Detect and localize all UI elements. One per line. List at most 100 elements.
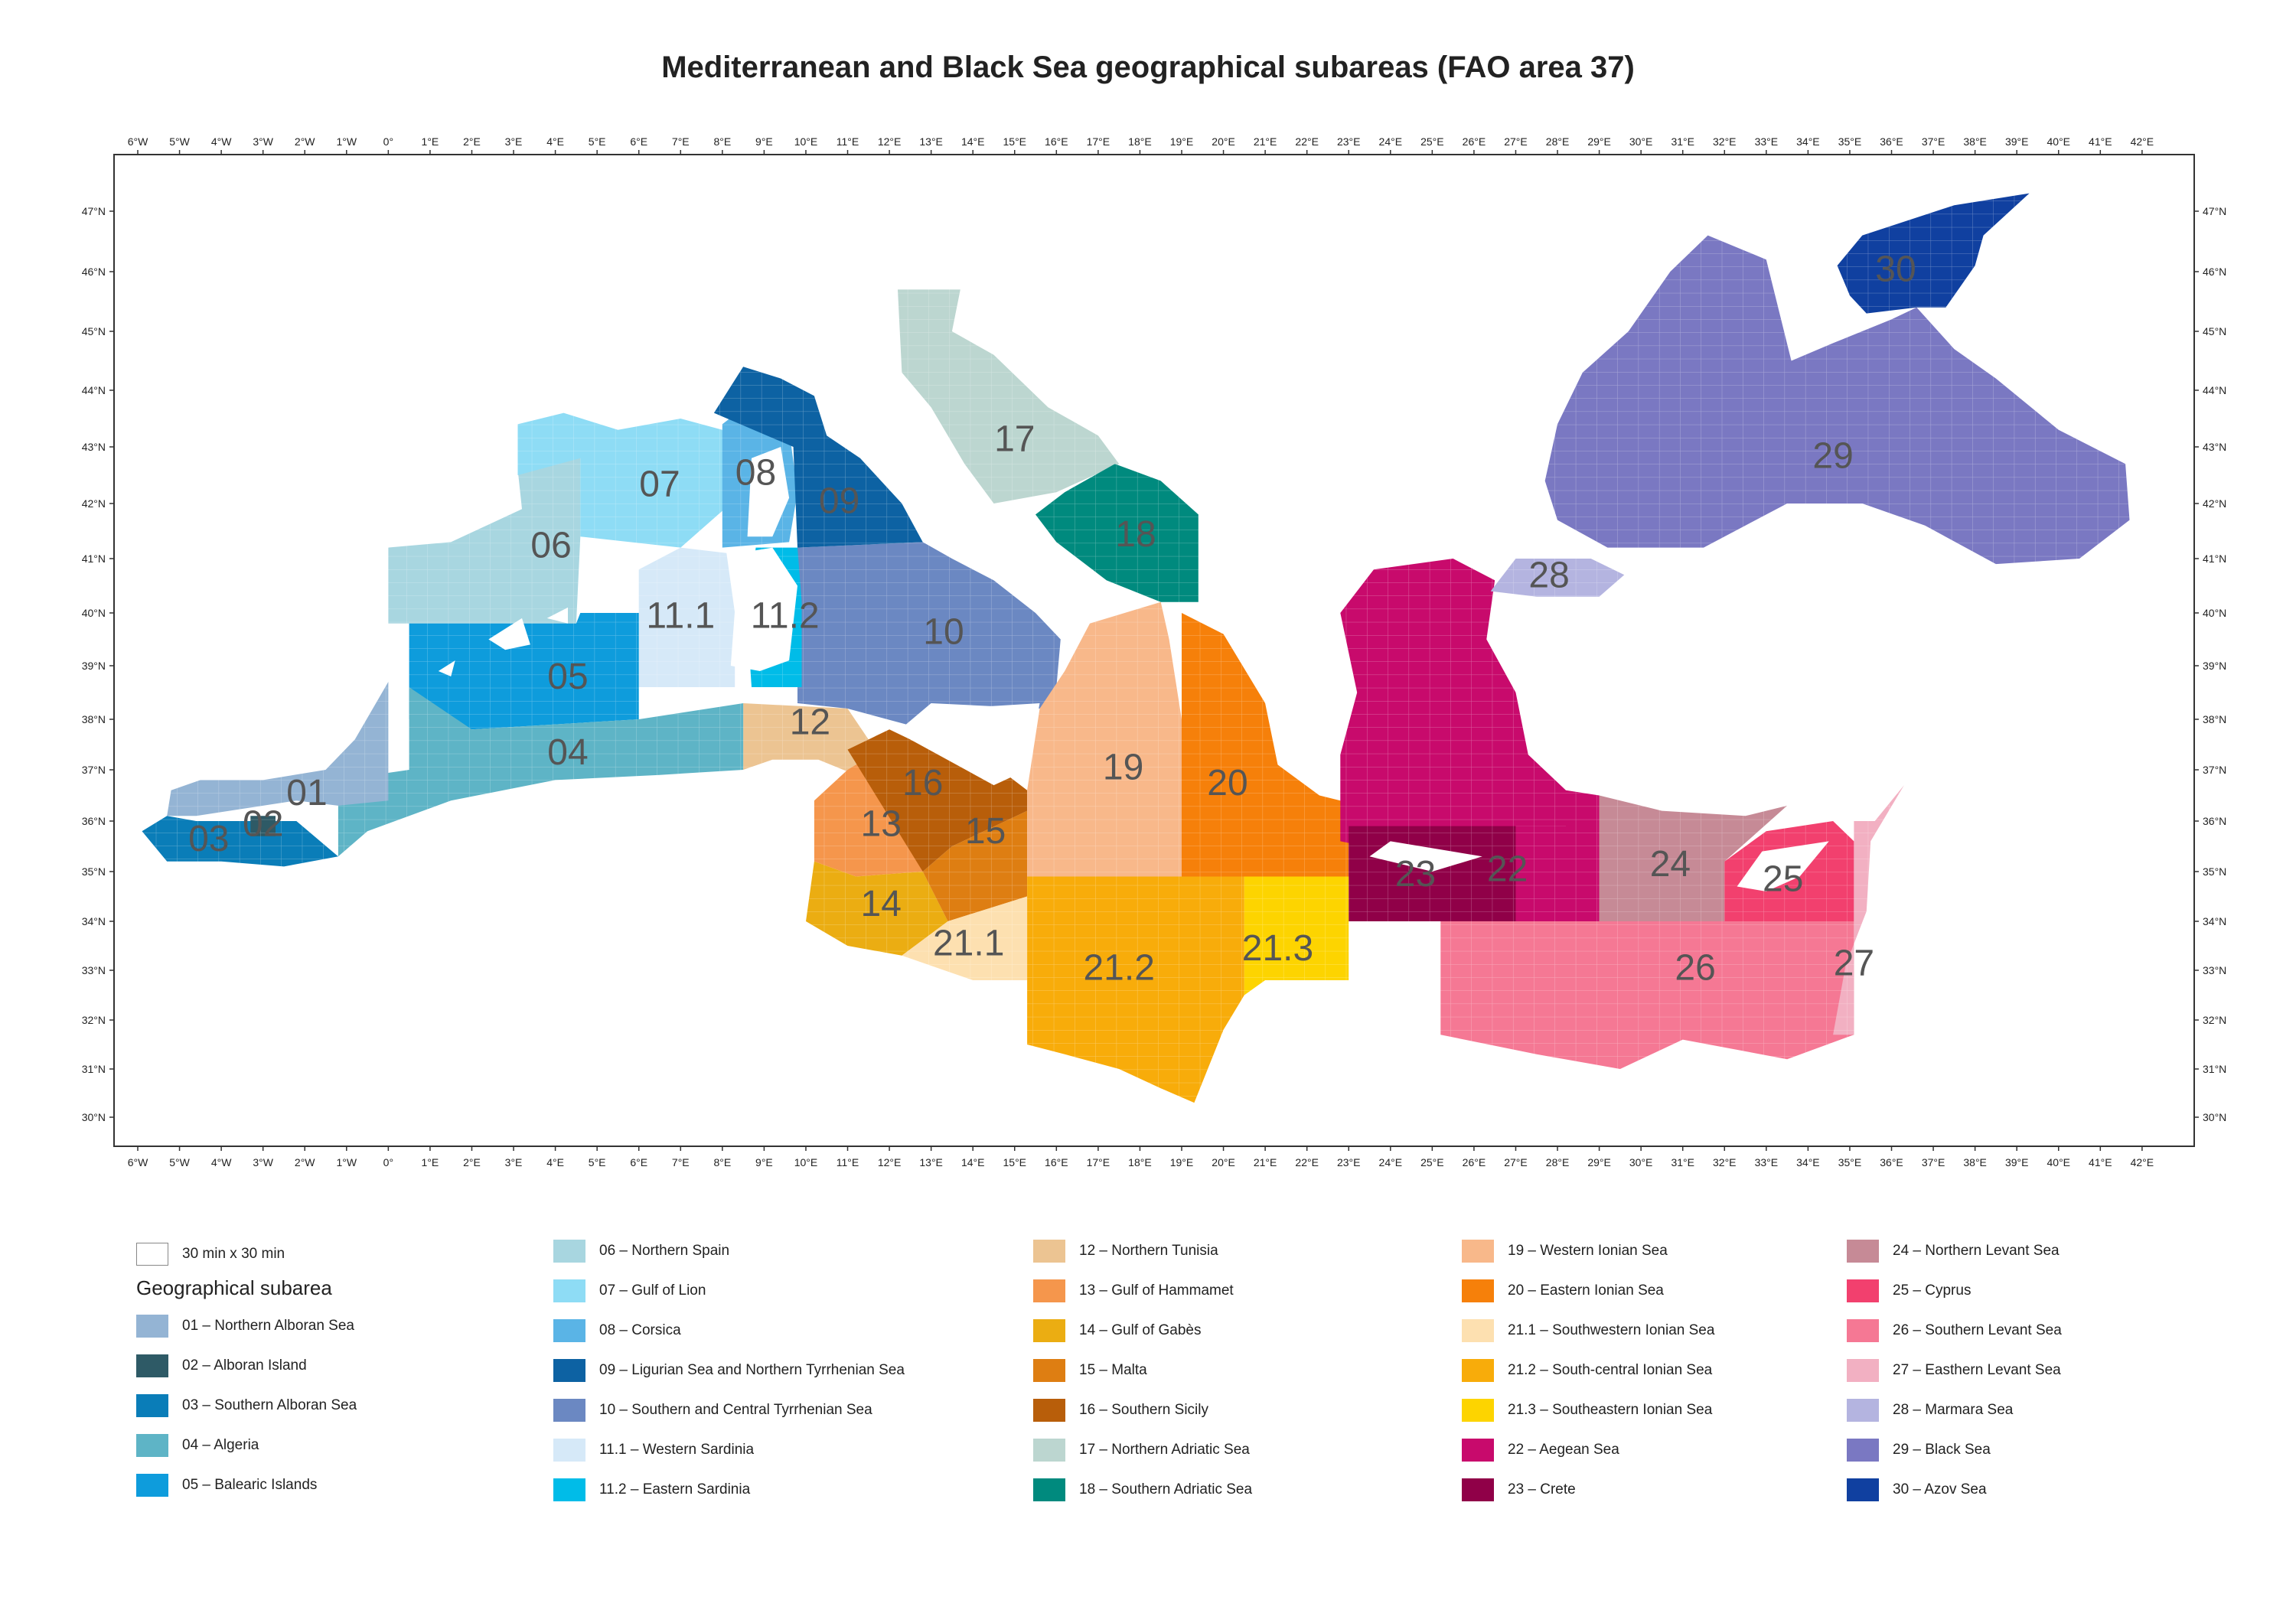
lat-tick-label-left: 37°N <box>82 764 106 776</box>
legend-label: 18 – Southern Adriatic Sea <box>1079 1481 1253 1498</box>
lon-tick-label-bottom: 21°E <box>1254 1156 1277 1168</box>
legend-swatch <box>1462 1319 1494 1342</box>
legend-swatch <box>1033 1399 1065 1422</box>
legend-label: 14 – Gulf of Gabès <box>1079 1322 1202 1338</box>
subarea-label-15: 15 <box>965 811 1006 852</box>
legend-swatch <box>1033 1240 1065 1263</box>
lon-tick-label-top: 1°E <box>422 135 439 148</box>
lat-tick-label-left: 45°N <box>82 325 106 337</box>
lon-tick-label-bottom: 7°E <box>672 1156 690 1168</box>
legend-label: 21.2 – South-central Ionian Sea <box>1508 1362 1713 1378</box>
lon-tick-label-top: 11°E <box>837 135 859 148</box>
legend-item-04: 04 – Algeria <box>136 1434 259 1457</box>
legend-swatch <box>1462 1240 1494 1263</box>
subarea-label-27: 27 <box>1834 943 1874 983</box>
lon-tick-label-top: 3°W <box>253 135 273 148</box>
lon-tick-label-top: 14°E <box>961 135 985 148</box>
map-title: Mediterranean and Black Sea geographical… <box>661 51 1635 84</box>
legend-swatch <box>553 1319 585 1342</box>
lon-tick-label-top: 31°E <box>1671 135 1694 148</box>
lon-tick-label-bottom: 2°E <box>463 1156 481 1168</box>
legend-label: 19 – Western Ionian Sea <box>1508 1243 1668 1259</box>
legend-item-11-1: 11.1 – Western Sardinia <box>553 1439 754 1462</box>
lon-tick-label-bottom: 13°E <box>919 1156 943 1168</box>
lat-tick-label-left: 31°N <box>82 1063 106 1075</box>
lat-tick-label-right: 43°N <box>2203 441 2226 453</box>
legend-item-06: 06 – Northern Spain <box>553 1240 729 1263</box>
subarea-label-21-1: 21.1 <box>933 924 1004 964</box>
legend-swatch <box>1847 1399 1879 1422</box>
legend-label: 16 – Southern Sicily <box>1079 1402 1208 1418</box>
lon-tick-label-top: 8°E <box>713 135 731 148</box>
legend-swatch <box>1847 1439 1879 1462</box>
legend-label: 10 – Southern and Central Tyrrhenian Sea <box>599 1402 872 1418</box>
legend-swatch <box>1033 1279 1065 1302</box>
legend-label: 26 – Southern Levant Sea <box>1893 1322 2062 1338</box>
subarea-label-21-3: 21.3 <box>1242 928 1313 969</box>
lon-tick-label-bottom: 20°E <box>1212 1156 1235 1168</box>
legend-label: 27 – Easthern Levant Sea <box>1893 1362 2061 1378</box>
lon-tick-label-top: 27°E <box>1504 135 1528 148</box>
lon-tick-label-bottom: 12°E <box>878 1156 902 1168</box>
lat-tick-label-right: 30°N <box>2203 1111 2226 1123</box>
legend-swatch <box>1462 1279 1494 1302</box>
subarea-label-21-2: 21.2 <box>1083 948 1154 989</box>
legend-label: 01 – Northern Alboran Sea <box>182 1318 354 1334</box>
legend-swatch <box>1462 1359 1494 1382</box>
lon-tick-label-top: 6°W <box>128 135 148 148</box>
lon-tick-label-top: 6°E <box>630 135 647 148</box>
legend-swatch <box>1462 1399 1494 1422</box>
legend-swatch <box>1033 1439 1065 1462</box>
subarea-label-05: 05 <box>547 657 588 697</box>
lon-tick-label-top: 15°E <box>1003 135 1027 148</box>
legend-item-12: 12 – Northern Tunisia <box>1033 1240 1218 1263</box>
lon-tick-label-top: 35°E <box>1838 135 1862 148</box>
legend-item-27: 27 – Easthern Levant Sea <box>1847 1359 2061 1382</box>
lon-tick-label-bottom: 38°E <box>1963 1156 1987 1168</box>
legend-swatch <box>1033 1359 1065 1382</box>
legend-swatch <box>1462 1478 1494 1501</box>
lat-tick-label-right: 35°N <box>2203 865 2226 878</box>
lat-tick-label-left: 33°N <box>82 964 106 976</box>
lat-tick-label-left: 44°N <box>82 384 106 396</box>
subarea-label-17: 17 <box>994 419 1035 459</box>
lat-tick-label-right: 37°N <box>2203 764 2226 776</box>
legend-item-09: 09 – Ligurian Sea and Northern Tyrrhenia… <box>553 1359 905 1382</box>
lat-tick-label-left: 41°N <box>82 552 106 565</box>
lat-tick-label-left: 40°N <box>82 607 106 619</box>
lat-tick-label-left: 42°N <box>82 497 106 510</box>
legend-swatch <box>136 1354 168 1377</box>
legend-swatch <box>553 1399 585 1422</box>
lon-tick-label-top: 36°E <box>1880 135 1903 148</box>
lon-tick-label-top: 12°E <box>878 135 902 148</box>
legend-label: 20 – Eastern Ionian Sea <box>1508 1282 1664 1299</box>
axis-ticks: 6°W 6°W 5°W 5°W 4°W 4°W 3°W 3°W 2°W 2°W 1°W 1°W 0° 0°… <box>82 135 2227 1168</box>
lon-tick-label-bottom: 3°W <box>253 1156 273 1168</box>
lat-tick-label-right: 38°N <box>2203 713 2226 725</box>
lon-tick-label-top: 5°W <box>169 135 190 148</box>
lon-tick-label-top: 19°E <box>1170 135 1194 148</box>
legend-swatch <box>136 1474 168 1497</box>
lon-tick-label-top: 5°E <box>589 135 606 148</box>
lat-tick-label-left: 35°N <box>82 865 106 878</box>
lat-tick-label-right: 41°N <box>2203 552 2226 565</box>
lon-tick-label-bottom: 31°E <box>1671 1156 1694 1168</box>
subarea-label-23: 23 <box>1395 854 1436 895</box>
lon-tick-label-top: 21°E <box>1254 135 1277 148</box>
legend-item-18: 18 – Southern Adriatic Sea <box>1033 1478 1252 1501</box>
legend-item-26: 26 – Southern Levant Sea <box>1847 1319 2062 1342</box>
subarea-label-10: 10 <box>923 611 964 652</box>
lon-tick-label-top: 42°E <box>2131 135 2154 148</box>
legend-swatch <box>136 1434 168 1457</box>
subarea-label-25: 25 <box>1763 859 1803 900</box>
lat-tick-label-left: 36°N <box>82 815 106 827</box>
legend-label: 06 – Northern Spain <box>599 1243 730 1259</box>
lon-tick-label-bottom: 27°E <box>1504 1156 1528 1168</box>
subarea-label-28: 28 <box>1528 556 1569 596</box>
subarea-label-18: 18 <box>1115 514 1156 555</box>
subarea-label-13: 13 <box>861 803 902 844</box>
lon-tick-label-bottom: 33°E <box>1755 1156 1779 1168</box>
lon-tick-label-bottom: 6°W <box>128 1156 148 1168</box>
lon-tick-label-bottom: 26°E <box>1463 1156 1486 1168</box>
legend-label: 07 – Gulf of Lion <box>599 1282 706 1299</box>
